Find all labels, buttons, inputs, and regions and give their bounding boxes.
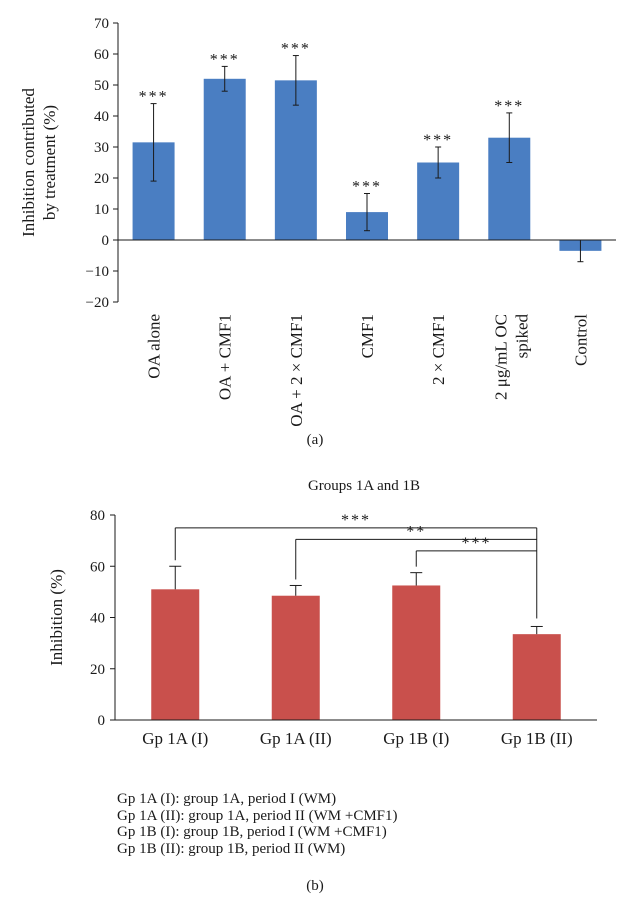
chart-a-y-tick-label: 30 xyxy=(94,140,109,156)
legend-line: Gp 1B (I): group 1B, period I (WM +CMF1) xyxy=(117,824,387,840)
chart-b-y-tick-label: 60 xyxy=(90,559,105,575)
chart-b-bar xyxy=(151,589,200,720)
chart-a-x-tick-label: OA + CMF1 xyxy=(216,314,235,400)
chart-a-y-tick-label: 10 xyxy=(94,202,109,218)
chart-a: *** *** *** *** *** *** −20 −10 0 10 20 30 40 50 60 70… xyxy=(19,16,616,448)
chart-a-x-tick-label-line: 2 × CMF1 xyxy=(429,314,448,385)
chart-b-y-tick-label: 80 xyxy=(90,508,105,524)
chart-b-comparison-label: *** xyxy=(341,512,371,529)
chart-b-legend: Gp 1A (I): group 1A, period I (WM) Gp 1A… xyxy=(117,791,398,857)
chart-b-bar xyxy=(392,585,441,720)
chart-a-significance-label: *** xyxy=(139,89,169,106)
chart-b-title: Groups 1A and 1B xyxy=(308,478,420,494)
chart-b-comparison-label: ** xyxy=(406,523,426,540)
chart-b-y-tick-label: 20 xyxy=(90,662,105,678)
chart-b-panel-label: (b) xyxy=(306,878,324,894)
chart-a-x-tick-label-line: OA + 2 × CMF1 xyxy=(287,314,306,427)
chart-a-significance-label: *** xyxy=(352,179,382,196)
chart-a-y-tick-label: −20 xyxy=(86,295,109,311)
chart-a-bar xyxy=(274,80,317,240)
chart-a-y-tick-label: 20 xyxy=(94,171,109,187)
chart-a-y-axis-label-line: by treatment (%) xyxy=(40,105,59,220)
chart-b-bar xyxy=(271,595,320,720)
chart-b-comparison-brackets: ******** xyxy=(174,512,538,619)
chart-a-significance-labels: *** *** *** *** *** *** xyxy=(139,41,524,196)
chart-b-y-axis-label: Inhibition (%) xyxy=(47,569,66,666)
chart-a-x-tick-label: CMF1 xyxy=(358,314,377,358)
chart-a-axes xyxy=(113,22,616,303)
chart-a-bar xyxy=(203,78,246,240)
chart-a-x-tick-label-line: 2 μg/mL OC xyxy=(491,314,510,400)
chart-b-axes xyxy=(110,514,597,721)
chart-a-significance-label: *** xyxy=(494,98,524,115)
chart-b-y-tick-label: 0 xyxy=(98,713,106,729)
chart-a-x-tick-labels: OA alone OA + CMF1 OA + 2 × CMF1 CMF1 2 × CM… xyxy=(145,314,591,427)
chart-a-y-tick-label: −10 xyxy=(86,264,109,280)
chart-b-y-tick-labels: 0 20 40 60 80 xyxy=(90,508,105,729)
chart-b-bar xyxy=(512,634,561,720)
chart-b-x-tick-label: Gp 1A (I) xyxy=(142,729,208,748)
chart-a-y-axis-label: Inhibition contributed by treatment (%) xyxy=(19,88,59,237)
chart-b-comparison-label: *** xyxy=(462,535,492,552)
chart-a-y-tick-label: 70 xyxy=(94,16,109,32)
chart-a-x-tick-label: OA alone xyxy=(145,314,164,379)
chart-b-bars xyxy=(151,585,561,720)
legend-line: Gp 1A (II): group 1A, period II (WM +CMF… xyxy=(117,807,398,824)
chart-a-x-tick-label-line: CMF1 xyxy=(358,314,377,358)
chart-a-x-tick-label-line: Control xyxy=(571,314,590,366)
chart-a-y-tick-labels: −20 −10 0 10 20 30 40 50 60 70 xyxy=(86,16,109,311)
chart-b-x-tick-label: Gp 1B (I) xyxy=(383,729,449,748)
chart-a-y-axis-label-line: Inhibition contributed xyxy=(19,88,38,237)
chart-a-significance-label: *** xyxy=(210,51,240,68)
legend-line: Gp 1A (I): group 1A, period I (WM) xyxy=(117,791,337,807)
chart-a-x-tick-label-line: OA + CMF1 xyxy=(216,314,235,400)
chart-b-error-bars xyxy=(169,565,543,635)
chart-a-x-tick-label: OA + 2 × CMF1 xyxy=(287,314,306,427)
chart-a-bars xyxy=(132,78,602,251)
chart-a-x-tick-label-line: spiked xyxy=(512,314,531,359)
chart-a-y-tick-label: 50 xyxy=(94,78,109,94)
chart-b-y-tick-label: 40 xyxy=(90,611,105,627)
chart-a-panel-label: (a) xyxy=(307,432,324,448)
chart-a-significance-label: *** xyxy=(423,132,453,149)
chart-a-y-tick-label: 40 xyxy=(94,109,109,125)
chart-a-x-tick-label: 2 μg/mL OC spiked xyxy=(491,314,531,400)
chart-a-x-tick-label: Control xyxy=(571,314,590,366)
chart-a-y-tick-label: 60 xyxy=(94,47,109,63)
legend-line: Gp 1B (II): group 1B, period II (WM) xyxy=(117,840,346,857)
chart-b-x-tick-label: Gp 1A (II) xyxy=(260,729,332,748)
chart-b-x-tick-labels: Gp 1A (I) Gp 1A (II) Gp 1B (I) Gp 1B (II) xyxy=(142,729,572,748)
chart-b-x-tick-label: Gp 1B (II) xyxy=(501,729,573,748)
chart-a-significance-label: *** xyxy=(281,41,311,58)
chart-a-y-tick-label: 0 xyxy=(102,233,110,249)
chart-a-x-tick-label: 2 × CMF1 xyxy=(429,314,448,385)
chart-a-x-tick-label-line: OA alone xyxy=(145,314,164,379)
